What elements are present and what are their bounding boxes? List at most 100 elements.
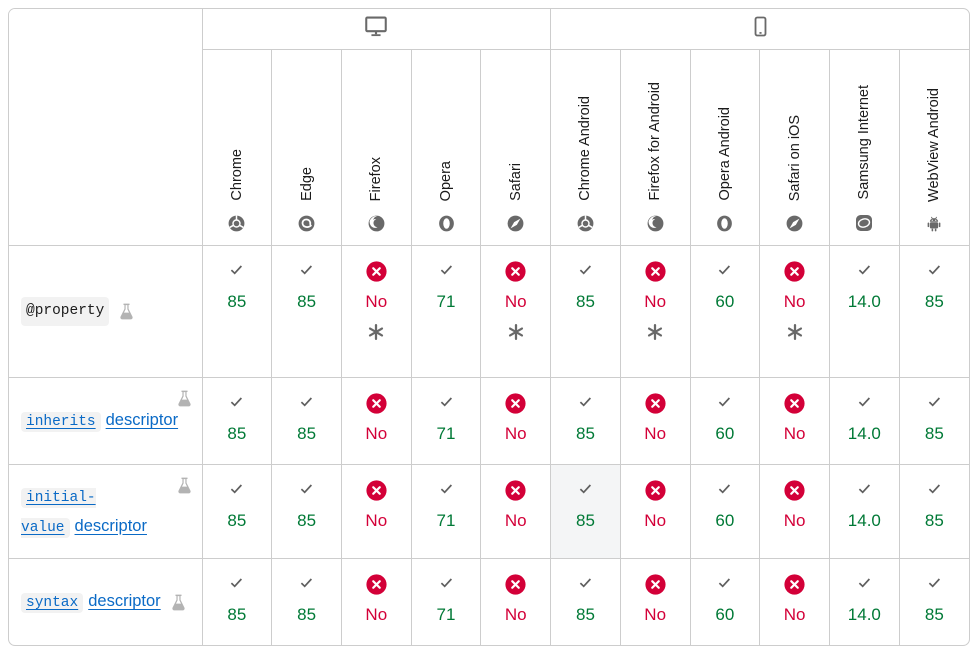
experimental-flask-icon: [117, 302, 136, 321]
support-cell[interactable]: 85: [899, 464, 969, 560]
version-text: 85: [575, 291, 595, 311]
feature-link-initial-value[interactable]: initial-value descriptor: [21, 487, 147, 538]
support-yes-icon: [228, 261, 245, 279]
support-cell[interactable]: 71: [411, 245, 482, 379]
safari-icon: [506, 214, 525, 233]
support-cell[interactable]: 85: [271, 377, 342, 466]
support-cell[interactable]: No: [480, 464, 552, 560]
browser-compat-table: Chrome Edge Firefox Opera Safari Chrome …: [9, 9, 969, 645]
feature-code: @property: [21, 296, 110, 327]
feature-row-syntax: syntax descriptor 85 85 No 71 No 85 No 60 No 14.0 8…: [9, 558, 969, 645]
feature-code: syntax: [21, 593, 84, 614]
support-yes-icon: [298, 480, 315, 498]
support-cell[interactable]: No: [620, 377, 691, 466]
version-text: No: [504, 424, 527, 444]
feature-label-initial-value: initial-value descriptor: [9, 464, 203, 560]
feature-label-inherits: inherits descriptor: [9, 377, 203, 466]
browser-name: Safari on iOS: [786, 114, 803, 201]
feature-link-syntax[interactable]: syntax descriptor: [21, 587, 161, 616]
support-yes-icon: [926, 574, 943, 592]
support-cell[interactable]: 60: [690, 464, 761, 560]
support-cell[interactable]: No: [759, 377, 830, 466]
feature-link-inherits[interactable]: inherits descriptor: [21, 411, 178, 433]
support-no-icon: [505, 480, 526, 501]
feature-row-initial-value: initial-value descriptor 85 85 No 71 No 85 No 60…: [9, 464, 969, 560]
version-text: 85: [924, 424, 944, 444]
support-no-icon: [366, 261, 387, 282]
support-cell[interactable]: 71: [411, 558, 482, 645]
support-cell[interactable]: 14.0: [829, 558, 900, 645]
support-cell[interactable]: No: [480, 377, 552, 466]
support-cell[interactable]: 85: [550, 464, 621, 560]
version-text: No: [365, 511, 388, 531]
version-text: 71: [436, 511, 456, 531]
support-cell[interactable]: 60: [690, 377, 761, 466]
support-cell[interactable]: No: [759, 558, 830, 645]
desktop-platform-header: [202, 9, 552, 50]
browser-header-row: Chrome Edge Firefox Opera Safari Chrome …: [9, 49, 969, 246]
footnote-asterisk-icon: [646, 323, 664, 341]
support-cell[interactable]: 85: [899, 245, 969, 379]
support-cell[interactable]: No: [759, 464, 830, 560]
support-yes-icon: [577, 393, 594, 411]
support-cell[interactable]: No: [620, 245, 691, 379]
table-corner-cell: [9, 9, 203, 246]
support-no-icon: [366, 574, 387, 595]
browser-name: Opera Android: [716, 107, 733, 201]
support-cell[interactable]: 71: [411, 464, 482, 560]
support-cell[interactable]: 85: [271, 464, 342, 560]
browser-column-header-chrome: Chrome: [202, 49, 273, 246]
support-no-icon: [505, 574, 526, 595]
support-cell[interactable]: 85: [550, 558, 621, 645]
support-cell[interactable]: No: [620, 464, 691, 560]
support-cell[interactable]: 14.0: [829, 464, 900, 560]
support-cell[interactable]: No: [341, 245, 412, 379]
support-cell[interactable]: 14.0: [829, 245, 900, 379]
support-cell[interactable]: No: [759, 245, 830, 379]
version-text: 85: [297, 291, 317, 311]
mobile-platform-header: [550, 9, 969, 50]
browser-name: Chrome Android: [577, 96, 594, 201]
browser-column-header-webview-android: WebView Android: [899, 49, 969, 246]
support-yes-icon: [926, 393, 943, 411]
support-cell[interactable]: No: [480, 245, 552, 379]
footnote-asterisk-icon: [786, 323, 804, 341]
support-cell[interactable]: No: [341, 558, 412, 645]
version-text: No: [783, 511, 806, 531]
support-no-icon: [645, 261, 666, 282]
support-yes-icon: [228, 480, 245, 498]
feature-row-property: @property 85 85 No 71 No 85 No 60 No 14.0 85: [9, 245, 969, 379]
support-cell[interactable]: 85: [271, 558, 342, 645]
support-no-icon: [505, 261, 526, 282]
support-cell[interactable]: 14.0: [829, 377, 900, 466]
version-text: No: [644, 291, 667, 311]
support-yes-icon: [298, 574, 315, 592]
support-no-icon: [645, 393, 666, 414]
browser-name: WebView Android: [926, 87, 943, 202]
version-text: 85: [297, 511, 317, 531]
version-text: 85: [227, 424, 247, 444]
support-cell[interactable]: 85: [202, 558, 273, 645]
support-cell[interactable]: 85: [899, 377, 969, 466]
support-cell[interactable]: 85: [899, 559, 969, 645]
support-cell[interactable]: 71: [411, 377, 482, 466]
browser-name: Opera: [438, 160, 455, 201]
support-yes-icon: [438, 261, 455, 279]
support-no-icon: [366, 480, 387, 501]
support-cell[interactable]: No: [620, 558, 691, 645]
support-cell[interactable]: 85: [550, 245, 621, 379]
support-cell[interactable]: 85: [202, 377, 273, 466]
support-cell[interactable]: 85: [550, 377, 621, 466]
firefox-icon: [646, 214, 665, 233]
support-cell[interactable]: No: [341, 464, 412, 560]
support-cell[interactable]: 85: [271, 245, 342, 379]
android-icon: [925, 215, 943, 233]
support-cell[interactable]: 85: [202, 464, 273, 560]
support-cell[interactable]: 60: [690, 558, 761, 645]
support-cell[interactable]: 85: [202, 245, 273, 379]
support-cell[interactable]: No: [480, 558, 552, 645]
support-cell[interactable]: No: [341, 377, 412, 466]
support-cell[interactable]: 60: [690, 245, 761, 379]
browser-name: Firefox: [368, 156, 385, 201]
edge-icon: [297, 214, 316, 233]
